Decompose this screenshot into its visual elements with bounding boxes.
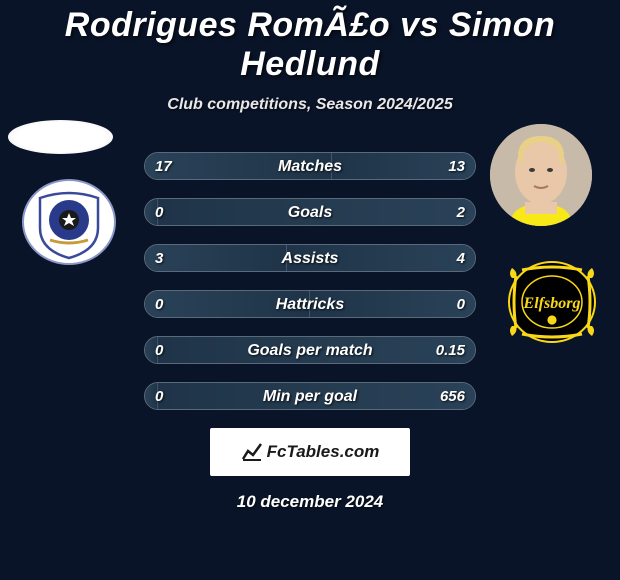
date-text: 10 december 2024 bbox=[0, 492, 620, 512]
footer-brand-text: FcTables.com bbox=[267, 442, 380, 462]
stat-label: Goals bbox=[145, 199, 475, 225]
stat-row: 34Assists bbox=[144, 244, 476, 272]
stat-row: 00Hattricks bbox=[144, 290, 476, 318]
stat-row: 1713Matches bbox=[144, 152, 476, 180]
player-photo-left bbox=[8, 120, 113, 154]
stats-area: 1713Matches 02Goals 34Assists 00Hattricks 00… bbox=[0, 152, 620, 410]
stat-label: Assists bbox=[145, 245, 475, 271]
stat-label: Goals per match bbox=[145, 337, 475, 363]
stat-label: Hattricks bbox=[145, 291, 475, 317]
subtitle: Club competitions, Season 2024/2025 bbox=[0, 96, 620, 114]
stat-row: 02Goals bbox=[144, 198, 476, 226]
stat-row: 0656Min per goal bbox=[144, 382, 476, 410]
stat-label: Min per goal bbox=[145, 383, 475, 409]
stat-label: Matches bbox=[145, 153, 475, 179]
page-title: Rodrigues RomÃ£o vs Simon Hedlund bbox=[0, 0, 620, 84]
stat-row: 00.15Goals per match bbox=[144, 336, 476, 364]
footer-brand-badge: FcTables.com bbox=[210, 428, 410, 476]
comparison-card: Rodrigues RomÃ£o vs Simon Hedlund Club c… bbox=[0, 0, 620, 512]
chart-icon bbox=[241, 441, 263, 463]
